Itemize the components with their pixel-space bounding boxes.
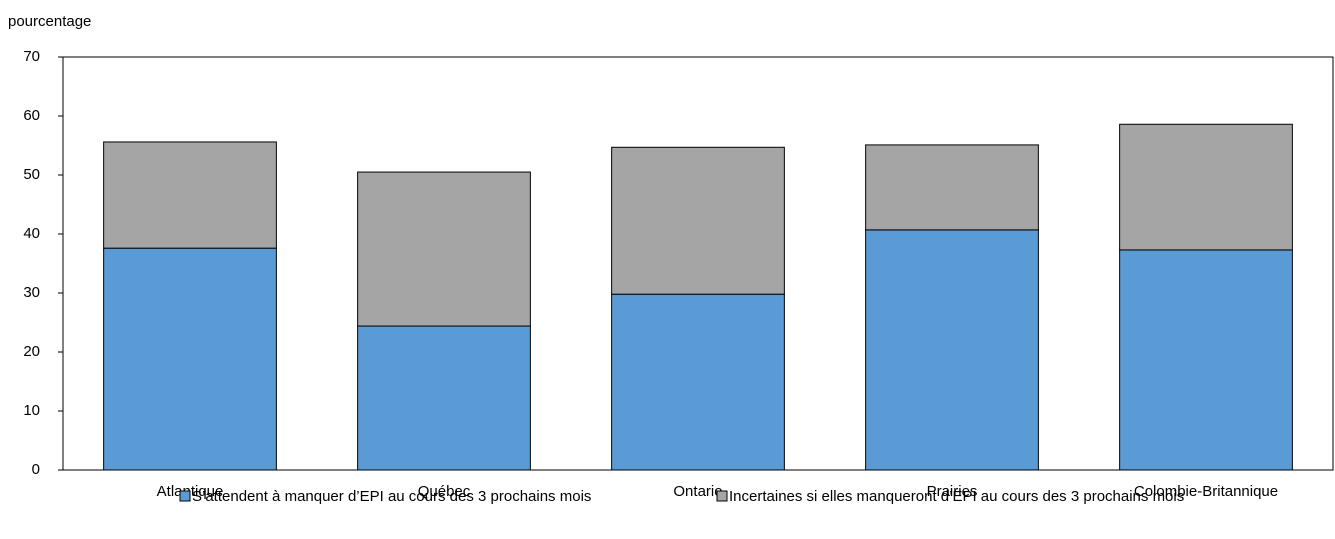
bar-segment bbox=[1119, 123, 1293, 251]
legend-swatch bbox=[179, 490, 191, 502]
legend-swatch bbox=[716, 490, 728, 502]
y-tick-label: 20 bbox=[23, 343, 40, 360]
bar-segment bbox=[103, 247, 277, 471]
x-tick-label: Ontario bbox=[673, 483, 722, 500]
y-tick-label: 10 bbox=[23, 402, 40, 419]
x-tick-label: Québec bbox=[418, 483, 471, 500]
x-tick-label: Colombie-Britannique bbox=[1134, 483, 1278, 500]
bar-segment bbox=[865, 229, 1039, 471]
y-tick-label: 0 bbox=[32, 461, 40, 478]
bar-segment bbox=[611, 146, 785, 295]
bar-segment bbox=[103, 141, 277, 249]
bar-segment bbox=[357, 325, 531, 471]
y-tick-label: 40 bbox=[23, 225, 40, 242]
y-tick-label: 30 bbox=[23, 284, 40, 301]
bar-segment bbox=[1119, 249, 1293, 471]
legend-label: S’attendent à manquer d’EPI au cours des… bbox=[192, 488, 591, 505]
bar-segment bbox=[357, 171, 531, 327]
y-tick-label: 60 bbox=[23, 107, 40, 124]
plot-frame bbox=[62, 56, 1334, 471]
y-axis-label: pourcentage bbox=[8, 13, 91, 30]
x-tick-label: Prairies bbox=[927, 483, 978, 500]
legend-label: Incertaines si elles manqueront d’EPI au… bbox=[729, 488, 1184, 505]
bar-segment bbox=[865, 144, 1039, 231]
y-tick-label: 50 bbox=[23, 166, 40, 183]
bar-segment bbox=[611, 293, 785, 471]
y-tick-label: 70 bbox=[23, 48, 40, 65]
